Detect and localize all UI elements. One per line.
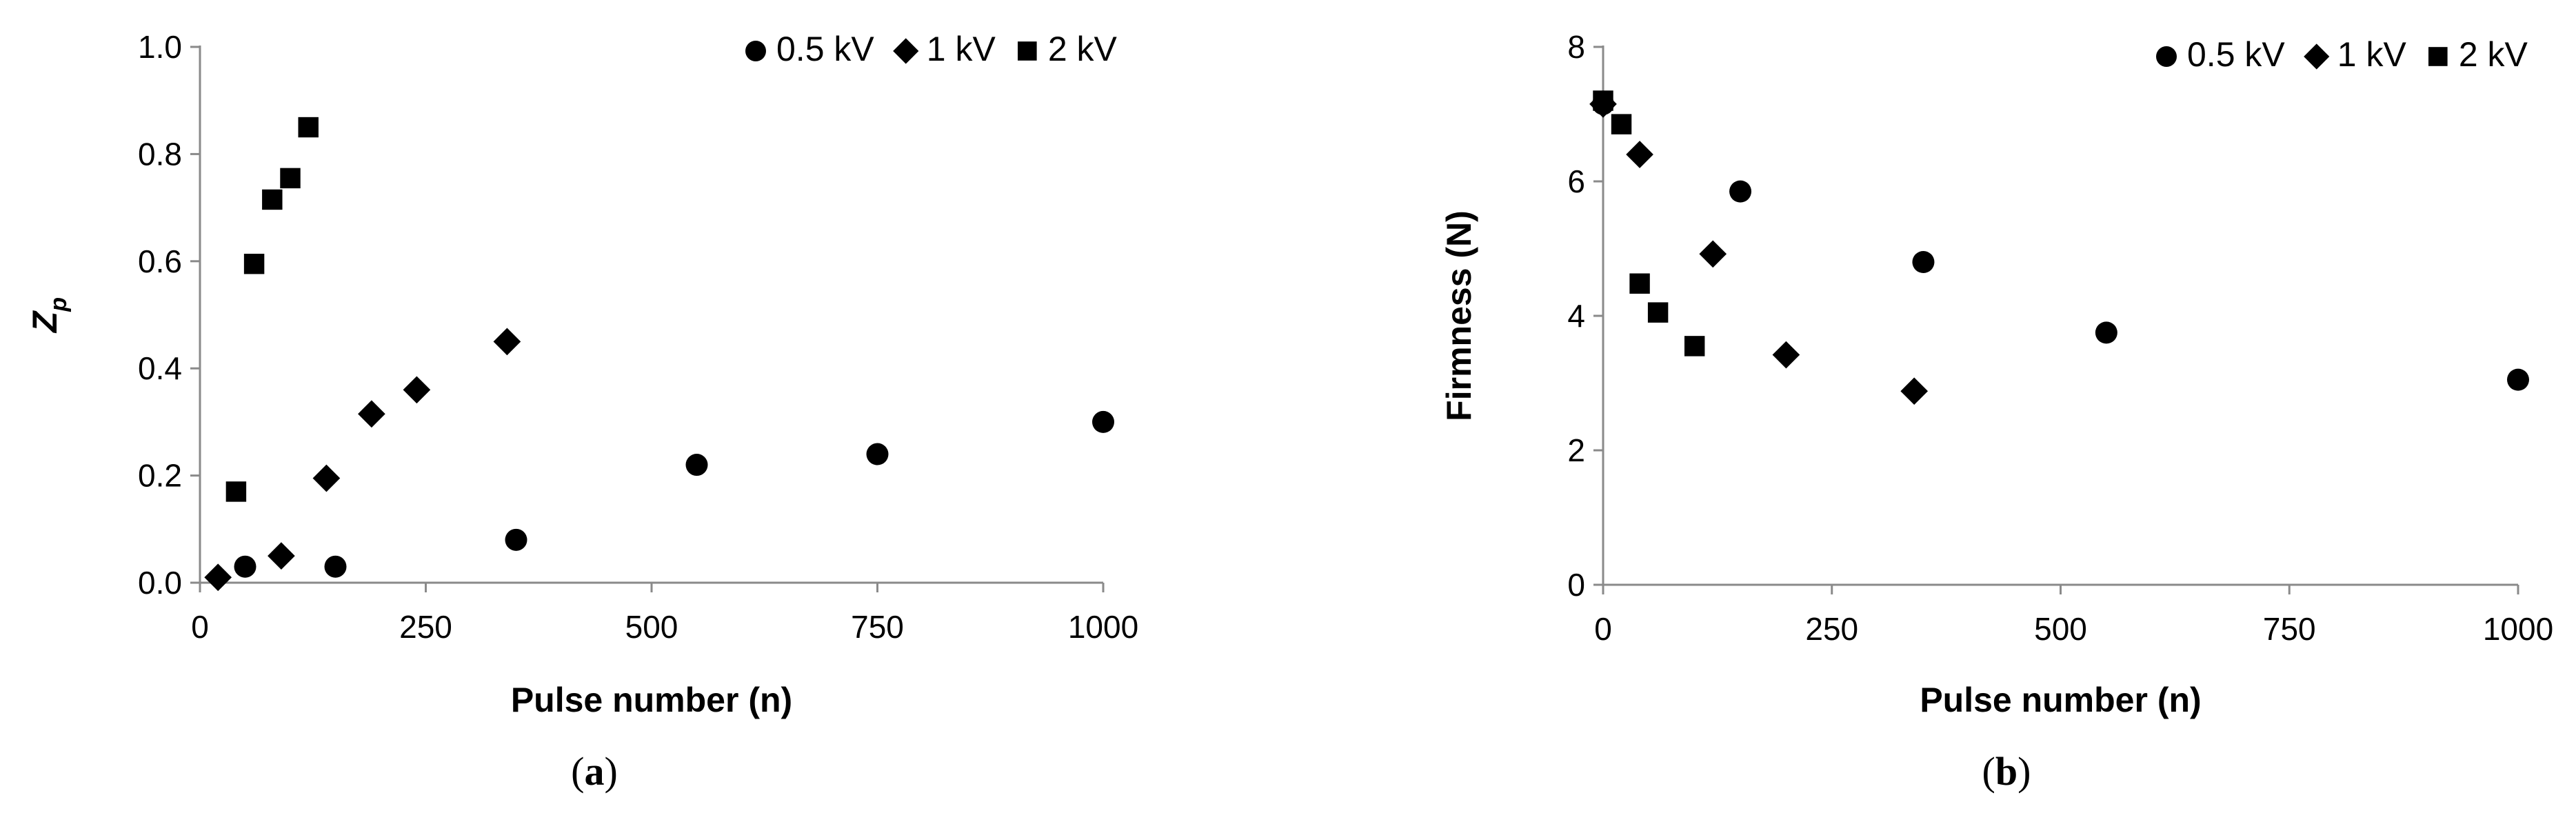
legend-label: 2 kV [1048,30,1118,68]
legend-marker-diamond [2304,43,2330,70]
y-tick-label: 0.0 [138,565,182,601]
x-tick-label: 1000 [1068,609,1138,645]
data-point-circle [1092,410,1114,433]
y-axis-title: Zp [26,297,72,334]
data-point-square [1593,90,1613,111]
data-point-square [298,117,319,138]
data-point-diamond [358,400,385,428]
data-point-circle [1729,180,1752,203]
data-point-circle [234,555,256,578]
data-point-diamond [493,328,521,356]
data-point-square [1684,336,1705,357]
series-2-kv [1593,90,1705,357]
legend-label: 2 kV [2459,35,2528,74]
x-tick-label: 500 [2034,611,2087,647]
series-0_5-kv [234,410,1114,578]
data-point-circle [685,454,708,477]
legend-marker-diamond [893,38,919,64]
data-point-diamond [1900,377,1929,405]
data-point-diamond [1772,341,1800,369]
data-point-square [1629,273,1650,294]
legend-marker-square [2428,47,2448,66]
chart-panel-b: 0 2 4 6 8 0 250 500 750 1000 Pulse number (n) Firmn… [1440,29,2553,794]
data-point-square [262,189,283,210]
x-tick-label: 750 [2263,611,2316,647]
series-0_5-kv [1592,92,2529,391]
y-axis-title: Firmness (N) [1440,210,1478,421]
y-tick-label: 2 [1567,432,1585,468]
y-tick-label: 0.4 [138,350,182,386]
y-tick-label: 0.2 [138,458,182,494]
panel-label: (a) [571,749,618,794]
data-point-square [243,253,265,274]
data-point-diamond [1699,240,1727,268]
chart-panel-a: 0.0 0.2 0.4 0.6 0.8 1.0 0 250 500 750 1000 Pulse nu… [26,29,1138,794]
y-tick-label: 0.8 [138,136,182,172]
data-point-circle [324,555,347,578]
panel-label: (b) [1982,749,2031,794]
data-point-diamond [268,542,295,570]
x-tick-label: 250 [399,609,452,645]
y-tick-label: 6 [1567,163,1585,199]
legend-label: 0.5 kV [2187,35,2285,74]
x-tick-label: 500 [625,609,678,645]
legend-marker-square [1018,41,1037,61]
data-point-square [280,168,301,189]
series-2-kv [225,117,319,502]
legend-label: 1 kV [927,30,996,68]
x-tick-label: 750 [851,609,904,645]
series-1-kv [1589,90,1929,405]
data-point-circle [866,443,889,465]
x-tick-label: 1000 [2483,611,2553,647]
data-point-circle [505,528,527,551]
legend-marker-circle [745,41,766,61]
data-point-square [1611,114,1632,134]
y-tick-label: 0.6 [138,243,182,279]
x-axis-title: Pulse number (n) [1920,681,2201,719]
y-tick-label: 0 [1567,567,1585,603]
x-tick-label: 0 [1594,611,1612,647]
data-point-diamond [1626,141,1653,168]
data-point-diamond [312,464,341,492]
x-axis-title: Pulse number (n) [511,681,792,719]
x-tick-label: 0 [191,609,209,645]
x-tick-label: 250 [1805,611,1858,647]
y-tick-label: 1.0 [138,29,182,65]
legend-label: 0.5 kV [776,30,874,68]
legend-label: 1 kV [2337,35,2407,74]
data-point-square [225,481,247,502]
y-tick-label: 4 [1567,298,1585,334]
data-point-diamond [204,563,232,592]
y-tick-label: 8 [1567,29,1585,65]
data-point-diamond [403,376,431,404]
data-point-square [1647,302,1669,323]
series-1-kv [204,328,521,592]
data-point-circle [2095,321,2117,344]
data-point-circle [1912,251,1935,273]
legend-marker-circle [2156,46,2177,67]
data-point-circle [2507,368,2529,391]
